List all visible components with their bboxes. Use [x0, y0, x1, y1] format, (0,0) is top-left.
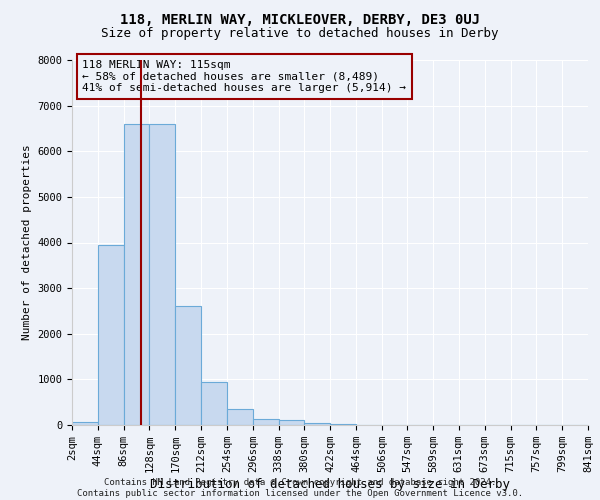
- Text: Contains HM Land Registry data © Crown copyright and database right 2024.
Contai: Contains HM Land Registry data © Crown c…: [77, 478, 523, 498]
- Bar: [253, 420, 278, 425]
- Bar: [98, 245, 124, 425]
- Text: 118 MERLIN WAY: 115sqm
← 58% of detached houses are smaller (8,489)
41% of semi-: 118 MERLIN WAY: 115sqm ← 58% of detached…: [82, 60, 406, 93]
- X-axis label: Distribution of detached houses by size in Derby: Distribution of detached houses by size …: [150, 478, 510, 491]
- Bar: [175, 306, 201, 425]
- Bar: [72, 422, 98, 425]
- Text: 118, MERLIN WAY, MICKLEOVER, DERBY, DE3 0UJ: 118, MERLIN WAY, MICKLEOVER, DERBY, DE3 …: [120, 12, 480, 26]
- Bar: [331, 424, 356, 425]
- Y-axis label: Number of detached properties: Number of detached properties: [22, 144, 32, 340]
- Bar: [149, 124, 175, 425]
- Text: Size of property relative to detached houses in Derby: Size of property relative to detached ho…: [101, 28, 499, 40]
- Bar: [124, 124, 149, 425]
- Bar: [278, 420, 304, 425]
- Bar: [227, 410, 253, 425]
- Bar: [201, 382, 227, 425]
- Bar: [304, 422, 331, 425]
